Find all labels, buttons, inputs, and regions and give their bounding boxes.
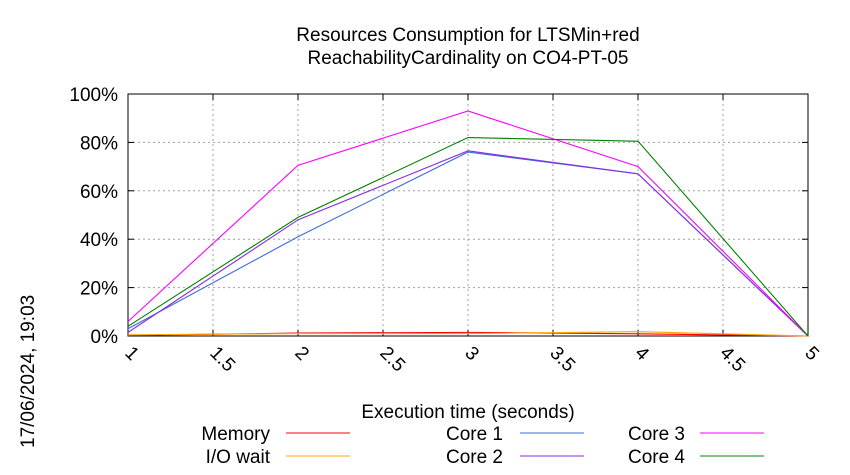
x-tick-label: 5 [800,343,822,365]
y-tick-label: 100% [69,85,118,106]
x-tick-label: 3.5 [545,343,579,377]
y-tick-label: 60% [80,182,118,203]
legend-label-memory: Memory [201,424,270,445]
series-lines [127,110,809,337]
series-line-core-2 [127,150,809,337]
y-tick-label: 0% [91,327,119,348]
y-tick-label: 40% [80,230,118,251]
y-tick-label: 20% [80,279,118,300]
x-axis-label: Execution time (seconds) [361,402,574,423]
legend-label-core-4: Core 4 [628,447,685,468]
series-line-core-3 [127,110,809,337]
x-tick-label: 4 [630,343,653,366]
x-tick-label: 1 [120,343,142,365]
x-tick-label: 3 [460,343,482,365]
legend-label-core-1: Core 1 [446,424,503,445]
x-tick-label: 1.5 [205,343,239,377]
legend-label-i-o-wait: I/O wait [206,447,271,468]
series-line-i-o-wait [127,331,809,337]
chart-title-line-1: Resources Consumption for LTSMin+red [296,25,639,46]
chart-title-line-2: ReachabilityCardinality on CO4-PT-05 [307,48,628,69]
grid [127,93,809,337]
series-line-core-4 [127,137,809,337]
y-tick-label: 80% [80,133,118,154]
x-tick-label: 2.5 [375,343,409,377]
timestamp-label: 17/06/2024, 19:03 [18,295,39,448]
legend-label-core-3: Core 3 [628,424,685,445]
x-tick-label: 4.5 [715,343,749,377]
x-tick-label: 2 [290,343,312,365]
legend-label-core-2: Core 2 [446,447,503,468]
